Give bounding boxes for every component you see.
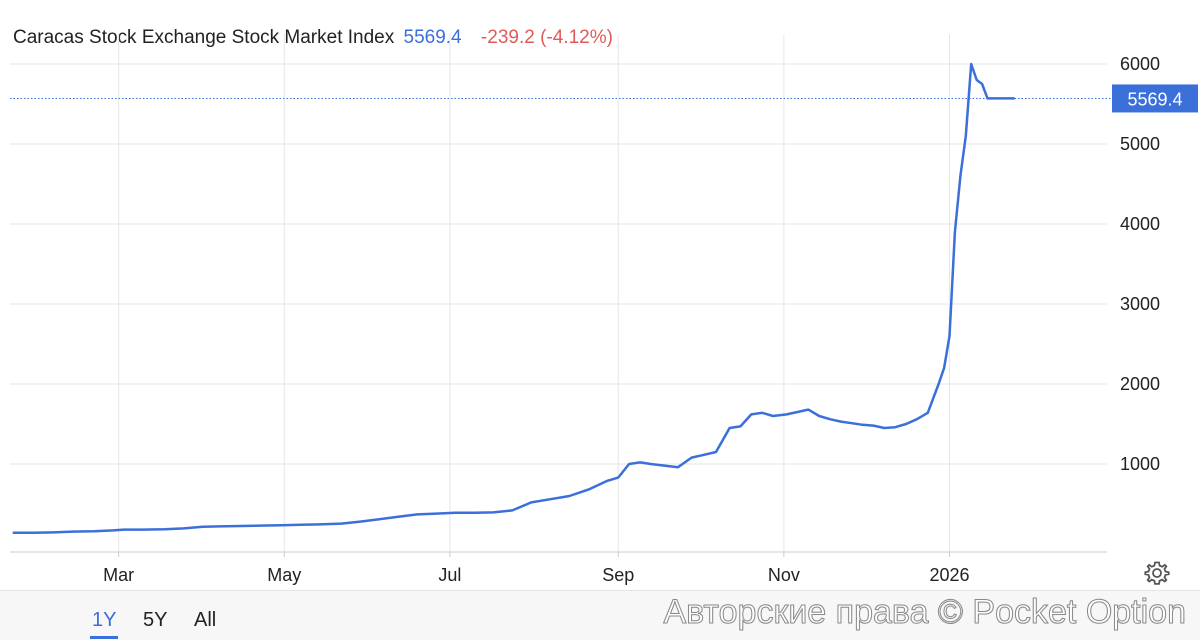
range-tab-5y[interactable]: 5Y bbox=[141, 609, 169, 636]
y-tick-label: 1000 bbox=[1120, 454, 1160, 474]
index-price: 5569.4 bbox=[403, 27, 462, 48]
x-tick-label: 2026 bbox=[929, 565, 969, 585]
range-selector: 1Y 5Y All bbox=[0, 590, 1200, 640]
last-value-badge bbox=[1112, 84, 1198, 113]
y-tick-label: 2000 bbox=[1120, 374, 1160, 394]
x-tick-label: Nov bbox=[768, 565, 800, 585]
x-tick-label: Sep bbox=[602, 565, 634, 585]
y-tick-label: 5000 bbox=[1120, 134, 1160, 154]
y-tick-label: 4000 bbox=[1120, 214, 1160, 234]
x-tick-label: Jul bbox=[438, 565, 461, 585]
x-tick-label: Mar bbox=[103, 565, 134, 585]
gear-icon[interactable] bbox=[1144, 560, 1170, 586]
watermark: Авторские права © Pocket Option bbox=[663, 593, 1187, 632]
y-tick-label: 6000 bbox=[1120, 54, 1160, 74]
last-value-label: 5569.4 bbox=[1127, 89, 1182, 109]
line-chart: 1000 2000 3000 4000 5000 6000 Mar May Jul Sep Nov 2… bbox=[10, 34, 1198, 585]
index-title: Caracas Stock Exchange Stock Market Inde… bbox=[13, 27, 395, 48]
range-tab-1y[interactable]: 1Y bbox=[90, 609, 119, 639]
series-line bbox=[12, 62, 1015, 535]
x-tick-label: May bbox=[267, 565, 301, 585]
range-tab-all[interactable]: All bbox=[192, 609, 218, 636]
chart-header: Caracas Stock Exchange Stock Market Inde… bbox=[13, 27, 613, 49]
index-change: -239.2 (-4.12%) bbox=[480, 27, 613, 48]
y-tick-label: 3000 bbox=[1120, 294, 1160, 314]
